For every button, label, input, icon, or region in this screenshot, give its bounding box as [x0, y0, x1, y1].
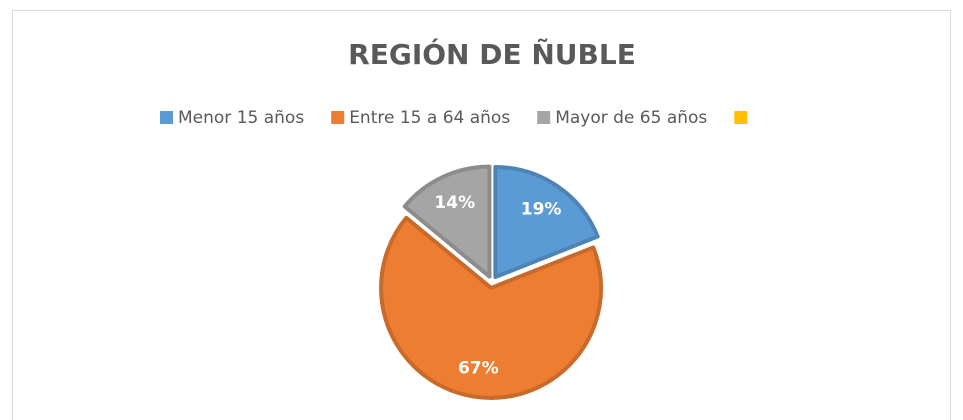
- data-label: 14%: [434, 193, 475, 213]
- pie-slice: [379, 215, 604, 400]
- legend-swatch: [537, 111, 551, 124]
- legend-label: Menor 15 años: [178, 108, 304, 128]
- legend-swatch: [734, 111, 748, 124]
- pie-slice: [402, 164, 492, 279]
- data-label: 19%: [521, 200, 562, 220]
- legend-swatch: [331, 111, 345, 124]
- pie-slice: [493, 165, 600, 280]
- legend-swatch: [160, 111, 173, 124]
- legend-label: Entre 15 a 64 años: [349, 108, 510, 128]
- legend-label: Mayor de 65 años: [555, 108, 707, 128]
- data-label: 67%: [458, 358, 499, 378]
- chart-title: REGIÓN DE ÑUBLE: [348, 37, 636, 71]
